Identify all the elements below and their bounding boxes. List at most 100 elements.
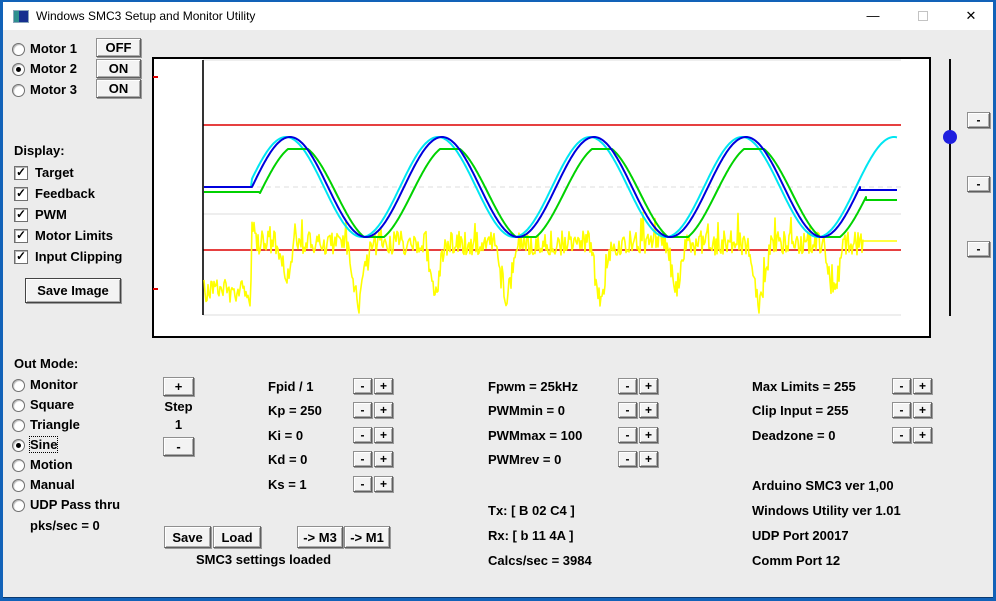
pwmrev-label: PWMrev = 0 (488, 452, 562, 467)
out-mode-square-radio[interactable] (12, 399, 25, 412)
pwmmin-plus-button[interactable]: + (639, 402, 658, 418)
check-icon: ✓ (16, 228, 27, 242)
checkbox-target[interactable]: ✓ (14, 165, 28, 180)
out-mode-udp-label: UDP Pass thru (30, 497, 121, 512)
kd-plus-button[interactable]: + (374, 451, 393, 467)
step-minus-button[interactable]: - (163, 437, 194, 456)
fpid-label: Fpid / 1 (268, 379, 314, 394)
motor-1-label: Motor 1 (30, 41, 77, 56)
out-mode-motion-radio[interactable] (12, 459, 25, 472)
checkbox-motor-limits-label: Motor Limits (35, 228, 113, 243)
clip-input-plus-button[interactable]: + (913, 402, 932, 418)
kp-label: Kp = 250 (268, 403, 322, 418)
rx-readout: Rx: [ b 11 4A ] (488, 528, 574, 543)
check-icon: ✓ (16, 249, 27, 263)
pwmmax-minus-button[interactable]: - (618, 427, 637, 443)
pwmmax-plus-button[interactable]: + (639, 427, 658, 443)
scale-minus-button-3[interactable]: - (967, 241, 990, 257)
scale-slider-track[interactable] (949, 59, 951, 316)
calcs-readout: Calcs/sec = 3984 (488, 553, 592, 568)
checkbox-input-clipping-label: Input Clipping (35, 249, 123, 264)
fpid-plus-button[interactable]: + (374, 378, 393, 394)
deadzone-label: Deadzone = 0 (752, 428, 836, 443)
out-mode-manual-label: Manual (30, 477, 75, 492)
maximize-button[interactable] (903, 2, 943, 30)
checkbox-pwm[interactable]: ✓ (14, 207, 28, 222)
udp-port: UDP Port 20017 (752, 528, 849, 543)
out-mode-triangle-radio[interactable] (12, 419, 25, 432)
send-to-m3-button[interactable]: -> M3 (297, 526, 343, 548)
check-icon: ✓ (16, 165, 27, 179)
out-mode-sine-radio[interactable] (12, 439, 25, 452)
kd-label: Kd = 0 (268, 452, 308, 467)
kp-plus-button[interactable]: + (374, 402, 393, 418)
scope-plot (152, 57, 931, 338)
checkbox-pwm-label: PWM (35, 207, 67, 222)
fpwm-plus-button[interactable]: + (639, 378, 658, 394)
out-mode-udp-radio[interactable] (12, 499, 25, 512)
out-mode-monitor-radio[interactable] (12, 379, 25, 392)
ki-plus-button[interactable]: + (374, 427, 393, 443)
check-icon: ✓ (16, 207, 27, 221)
checkbox-motor-limits[interactable]: ✓ (14, 228, 28, 243)
fpwm-minus-button[interactable]: - (618, 378, 637, 394)
radio-dot (16, 443, 21, 448)
motor-3-onoff-button[interactable]: ON (96, 79, 141, 98)
checkbox-input-clipping[interactable]: ✓ (14, 249, 28, 264)
max-limits-minus-button[interactable]: - (892, 378, 911, 394)
motor-3-radio[interactable] (12, 84, 25, 97)
scale-minus-button-2[interactable]: - (967, 176, 990, 192)
out-mode-square-label: Square (30, 397, 75, 412)
motor-2-radio[interactable] (12, 63, 25, 76)
clip-input-minus-button[interactable]: - (892, 402, 911, 418)
out-mode-heading: Out Mode: (14, 356, 79, 371)
comm-port: Comm Port 12 (752, 553, 841, 568)
fpid-minus-button[interactable]: - (353, 378, 372, 394)
pwmmin-minus-button[interactable]: - (618, 402, 637, 418)
motor-1-onoff-button[interactable]: OFF (96, 38, 141, 57)
utility-version: Windows Utility ver 1.01 (752, 503, 901, 518)
out-mode-manual-radio[interactable] (12, 479, 25, 492)
scale-minus-button-1[interactable]: - (967, 112, 990, 128)
step-label: Step (164, 399, 193, 414)
out-mode-monitor-label: Monitor (30, 377, 78, 392)
pwmrev-plus-button[interactable]: + (639, 451, 658, 467)
close-button[interactable]: ✕ (965, 8, 977, 23)
scale-slider-knob[interactable] (943, 130, 957, 144)
ki-minus-button[interactable]: - (353, 427, 372, 443)
ks-plus-button[interactable]: + (374, 476, 393, 492)
step-value: 1 (174, 417, 183, 432)
out-mode-triangle-label: Triangle (30, 417, 80, 432)
window-title: Windows SMC3 Setup and Monitor Utility (36, 9, 256, 23)
checkbox-feedback-label: Feedback (35, 186, 95, 201)
save-button[interactable]: Save (164, 526, 211, 548)
app-icon (13, 10, 29, 23)
ki-label: Ki = 0 (268, 428, 304, 443)
maximize-icon (918, 11, 928, 21)
display-heading: Display: (14, 143, 65, 158)
save-image-button[interactable]: Save Image (25, 278, 121, 303)
deadzone-plus-button[interactable]: + (913, 427, 932, 443)
checkbox-target-label: Target (35, 165, 74, 180)
check-icon: ✓ (16, 186, 27, 200)
ks-minus-button[interactable]: - (353, 476, 372, 492)
title-bar: Windows SMC3 Setup and Monitor Utility —… (3, 2, 993, 30)
deadzone-minus-button[interactable]: - (892, 427, 911, 443)
kp-minus-button[interactable]: - (353, 402, 372, 418)
motor-1-radio[interactable] (12, 43, 25, 56)
settings-status: SMC3 settings loaded (196, 552, 332, 567)
load-button[interactable]: Load (213, 526, 261, 548)
checkbox-feedback[interactable]: ✓ (14, 186, 28, 201)
pks-per-sec-label: pks/sec = 0 (30, 518, 100, 533)
max-limits-plus-button[interactable]: + (913, 378, 932, 394)
pwmmin-label: PWMmin = 0 (488, 403, 565, 418)
minimize-button[interactable]: — (866, 8, 880, 23)
clip-input-label: Clip Input = 255 (752, 403, 849, 418)
step-plus-button[interactable]: + (163, 377, 194, 396)
arduino-version: Arduino SMC3 ver 1,00 (752, 478, 894, 493)
pwmrev-minus-button[interactable]: - (618, 451, 637, 467)
motor-2-onoff-button[interactable]: ON (96, 59, 141, 78)
ks-label: Ks = 1 (268, 477, 307, 492)
send-to-m1-button[interactable]: -> M1 (344, 526, 390, 548)
kd-minus-button[interactable]: - (353, 451, 372, 467)
